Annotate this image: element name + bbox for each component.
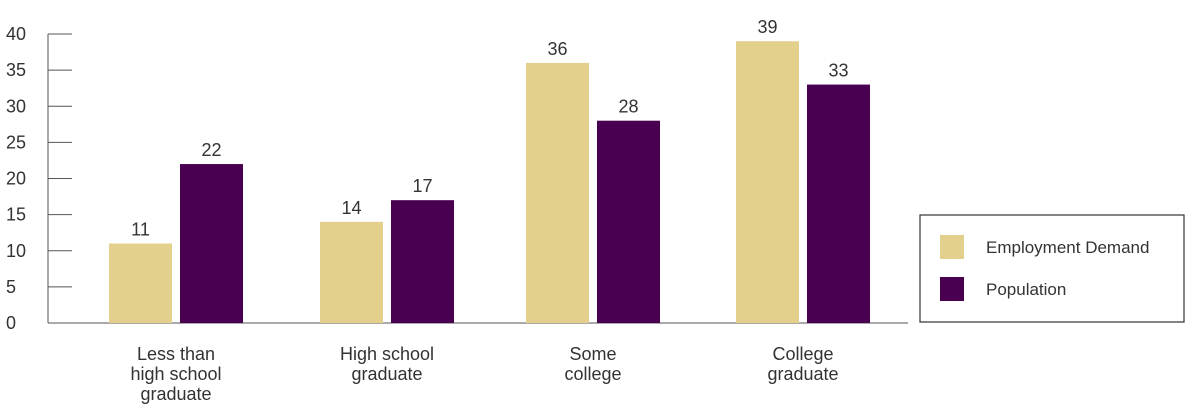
category-label: high school [130,364,221,384]
bar [180,164,243,323]
category-label: graduate [767,364,838,384]
bar [391,200,454,323]
legend-label: Employment Demand [986,238,1149,257]
bar [807,84,870,323]
category-label: graduate [351,364,422,384]
legend-box [919,214,1185,323]
bar [526,62,589,324]
category-label: Some [569,344,616,364]
data-label: 22 [201,140,221,160]
bar [109,243,172,323]
y-tick-label: 15 [6,205,26,225]
data-label: 17 [412,176,432,196]
y-tick-label: 35 [6,60,26,80]
y-tick-label: 40 [6,24,26,44]
data-label: 28 [618,97,638,117]
legend-label: Population [986,280,1066,299]
legend-swatch [940,235,964,259]
y-tick-label: 25 [6,132,26,152]
y-tick-label: 0 [6,313,16,333]
data-label: 36 [547,39,567,59]
bars: 11 22 14 17 36 28 39 33 [109,17,870,324]
category-label: college [564,364,621,384]
category-label: College [772,344,833,364]
legend: Employment Demand Population [919,214,1185,323]
data-label: 33 [828,61,848,81]
y-tick-label: 10 [6,241,26,261]
bar [597,120,660,323]
category-label: Less than [137,344,215,364]
data-label: 11 [131,220,150,240]
bar [736,41,799,323]
bar [320,221,383,323]
y-tick-label: 5 [6,277,16,297]
legend-swatch [940,277,964,301]
data-label: 39 [757,17,777,37]
data-label: 14 [341,198,361,218]
category-label: graduate [140,384,211,404]
y-tick-label: 20 [6,169,26,189]
category-label: High school [340,344,434,364]
y-tick-label: 30 [6,96,26,116]
